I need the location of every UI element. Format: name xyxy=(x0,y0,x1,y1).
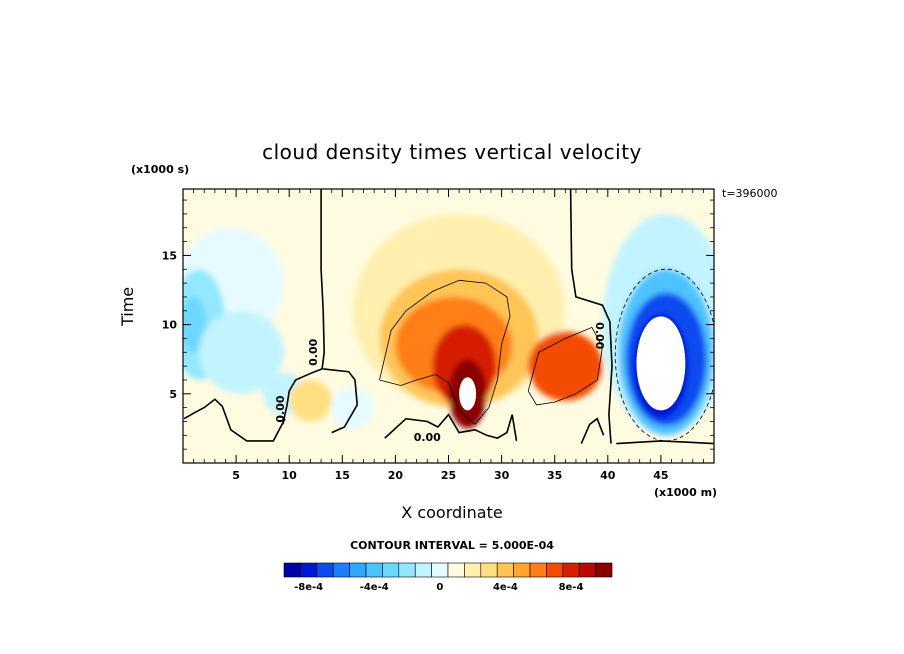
contour-label-0: 0.00 xyxy=(307,338,320,365)
chart-title: cloud density times vertical velocity xyxy=(262,140,642,164)
field-feature-5 xyxy=(331,386,375,429)
core-contour xyxy=(379,279,511,425)
missing-region-1 xyxy=(459,377,477,411)
secondary-core-contour xyxy=(527,326,603,406)
zero-contour-5 xyxy=(580,417,605,444)
colorbar-swatch-12 xyxy=(480,562,498,578)
y-axis-unit: (x1000 s) xyxy=(131,163,190,176)
x-tick-label-3: 20 xyxy=(388,469,404,482)
colorbar-swatch-18 xyxy=(578,562,596,578)
colorbar-swatch-0 xyxy=(283,562,301,578)
contour-label-2: 0.00 xyxy=(414,431,441,444)
x-tick-label-0: 5 xyxy=(232,469,240,482)
zero-contour-1 xyxy=(323,368,359,434)
x-tick-label-1: 10 xyxy=(282,469,298,482)
colorbar-swatch-2 xyxy=(316,562,334,578)
zero-contours: 0.00 0.00 0.00 0.00 xyxy=(183,189,714,445)
colorbar-swatch-17 xyxy=(562,562,580,578)
x-tick-label-2: 15 xyxy=(335,469,350,482)
contour-interval-label: CONTOUR INTERVAL = 5.000E-04 xyxy=(350,539,554,552)
y-tick-label-0: 5 xyxy=(169,388,177,401)
colorbar-label-2: 0 xyxy=(436,582,443,593)
colorbar: -8e-4 -4e-4 0 4e-4 8e-4 xyxy=(283,562,613,593)
colorbar-swatch-7 xyxy=(398,562,416,578)
y-tick-label-1: 10 xyxy=(162,319,178,332)
x-tick-label-6: 35 xyxy=(547,469,562,482)
colorbar-swatch-3 xyxy=(332,562,350,578)
x-axis-unit: (x1000 m) xyxy=(654,486,718,499)
colorbar-label-1: -4e-4 xyxy=(360,582,389,593)
y-tick-label-2: 15 xyxy=(162,249,177,262)
x-tick-label-8: 45 xyxy=(653,469,668,482)
colorbar-swatch-8 xyxy=(414,562,432,578)
time-stamp-label: t=396000 xyxy=(722,187,778,200)
zero-contour-4 xyxy=(384,413,518,442)
zero-contour-3 xyxy=(183,398,286,442)
negative-contour xyxy=(614,268,714,442)
colorbar-label-0: -8e-4 xyxy=(294,582,323,593)
colorbar-swatch-6 xyxy=(382,562,400,578)
colorbar-swatch-11 xyxy=(464,562,482,578)
missing-region-0 xyxy=(636,316,686,411)
contour-label-1: 0.00 xyxy=(274,395,287,422)
colorbar-swatch-1 xyxy=(300,562,318,578)
field-feature-2 xyxy=(183,296,207,353)
colorbar-swatch-9 xyxy=(431,562,449,578)
contour-label-3: 0.00 xyxy=(593,322,606,349)
zero-contour-6 xyxy=(616,440,714,445)
x-tick-label-7: 40 xyxy=(600,469,616,482)
colorbar-swatch-5 xyxy=(365,562,383,578)
x-tick-label-4: 25 xyxy=(441,469,456,482)
field-feature-3 xyxy=(198,310,284,394)
axis-ticks: 5 10 15 20 25 30 35 40 45 5 10 15 xyxy=(162,189,714,482)
x-axis-label: X coordinate xyxy=(401,503,503,522)
colorbar-swatch-10 xyxy=(447,562,465,578)
x-tick-label-5: 30 xyxy=(494,469,510,482)
colorbar-swatch-14 xyxy=(513,562,531,578)
colorbar-label-3: 4e-4 xyxy=(493,582,518,593)
colorbar-label-4: 8e-4 xyxy=(559,582,584,593)
colorbar-swatch-13 xyxy=(496,562,514,578)
zero-contour-0 xyxy=(282,189,326,425)
field-feature-11 xyxy=(528,331,603,401)
colorbar-swatch-19 xyxy=(595,562,613,578)
colorbar-swatch-15 xyxy=(529,562,547,578)
heatmap-field xyxy=(183,189,714,463)
colorbar-swatch-16 xyxy=(546,562,564,578)
colorbar-swatch-4 xyxy=(349,562,367,578)
zero-contour-2 xyxy=(569,189,613,444)
field-feature-12 xyxy=(289,379,332,422)
